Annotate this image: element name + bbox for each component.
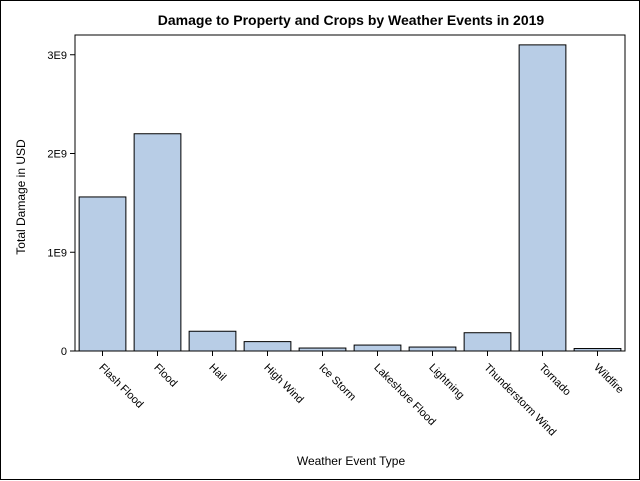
bars-group bbox=[78, 44, 622, 352]
bar bbox=[298, 347, 347, 352]
bar bbox=[78, 196, 127, 352]
y-axis-label: Total Damage in USD bbox=[14, 139, 28, 255]
bar bbox=[408, 346, 457, 352]
bar bbox=[353, 344, 402, 352]
y-tick-label: 2E9 bbox=[47, 149, 67, 161]
chart-title: Damage to Property and Crops by Weather … bbox=[158, 12, 545, 28]
y-tick-label: 3E9 bbox=[47, 50, 67, 62]
x-axis-label: Weather Event Type bbox=[297, 454, 406, 468]
x-tick-label: Flood bbox=[151, 362, 179, 390]
x-tick-label: Ice Storm bbox=[316, 362, 358, 404]
x-tick-label: High Wind bbox=[261, 362, 305, 406]
y-tick-label: 1E9 bbox=[47, 247, 67, 259]
bar bbox=[518, 44, 567, 352]
x-tick-label: Flash Flood bbox=[96, 362, 145, 411]
x-tick-label: Tornado bbox=[536, 362, 573, 399]
y-tick-label: 0 bbox=[61, 346, 67, 358]
y-axis: 0 1E9 2E9 3E9 bbox=[47, 50, 75, 358]
bar bbox=[573, 348, 622, 352]
x-tick-label: Hail bbox=[206, 362, 228, 384]
bar bbox=[463, 332, 512, 352]
x-tick-label: Wildfire bbox=[591, 362, 625, 396]
x-tick-label: Lakeshore Flood bbox=[371, 362, 437, 428]
x-axis: Flash Flood Flood Hail High Wind Ice Storm La… bbox=[96, 351, 626, 438]
x-tick-label: Lightning bbox=[426, 362, 466, 402]
bar bbox=[133, 133, 182, 352]
bar bbox=[243, 341, 292, 352]
bar bbox=[188, 330, 237, 352]
